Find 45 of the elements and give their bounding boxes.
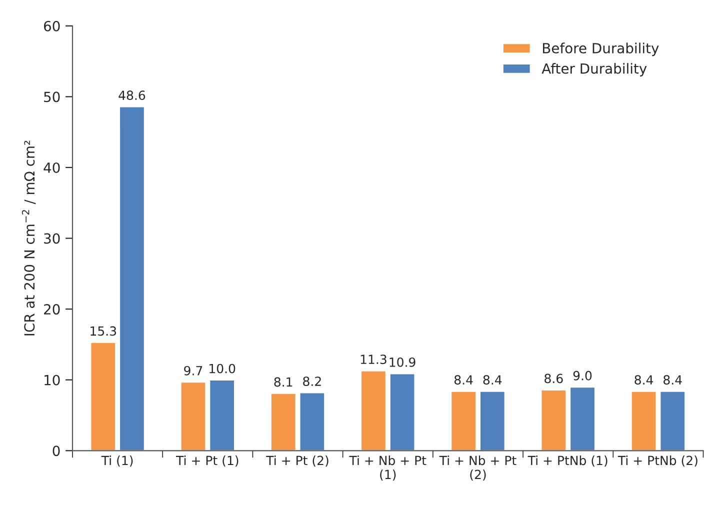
bar [540,389,567,451]
data-label: 11.3 [360,354,386,364]
data-label: 8.6 [544,374,563,384]
y-tick-label: 40 [44,162,60,173]
bar [270,392,297,451]
bar [90,342,116,451]
bar [479,390,506,451]
bar [208,379,236,451]
bar [180,381,207,451]
data-label: 8.4 [634,375,654,385]
data-label: 15.3 [90,326,116,336]
x-tick-label: Ti + PtNb (2) [618,456,698,467]
bar [450,390,477,451]
data-label: 8.1 [274,377,292,387]
x-tick-label: Ti + Nb + Pt (2) [439,456,516,481]
bar [298,392,326,451]
y-tick-label: 60 [44,20,60,32]
y-tick-label: 0 [52,446,60,456]
data-label: 8.4 [483,375,502,385]
y-tick-label: 20 [44,304,60,315]
bar [388,372,416,451]
bar [569,386,596,451]
y-tick-label: 30 [44,233,60,244]
bar [118,106,146,451]
data-label: 8.2 [303,376,321,386]
legend-label: Before Durability [542,42,659,56]
x-tick-label: Ti + Pt (1) [176,456,238,467]
x-tick-label: Ti + Pt (2) [266,456,328,467]
y-tick-label: 50 [44,92,60,102]
bar [360,370,387,451]
bar [630,390,658,451]
bar [659,390,686,451]
x-tick-label: Ti (1) [101,456,133,467]
data-label: 9.0 [573,370,592,380]
data-label: 10.0 [210,364,236,374]
data-label: 10.9 [390,357,416,367]
data-label: 48.6 [118,90,146,100]
x-tick-label: Ti + PtNb (1) [528,456,608,467]
x-tick-label: Ti + Nb + Pt (1) [349,456,426,481]
data-label: 8.4 [664,375,682,385]
legend-label: After Durability [542,63,647,76]
y-tick-label: 10 [44,374,60,386]
y-axis-title: ICR at 200 N cm$^{−2}$ / mΩ cm² [22,140,36,336]
data-label: 9.7 [184,366,202,376]
data-label: 8.4 [454,375,473,385]
